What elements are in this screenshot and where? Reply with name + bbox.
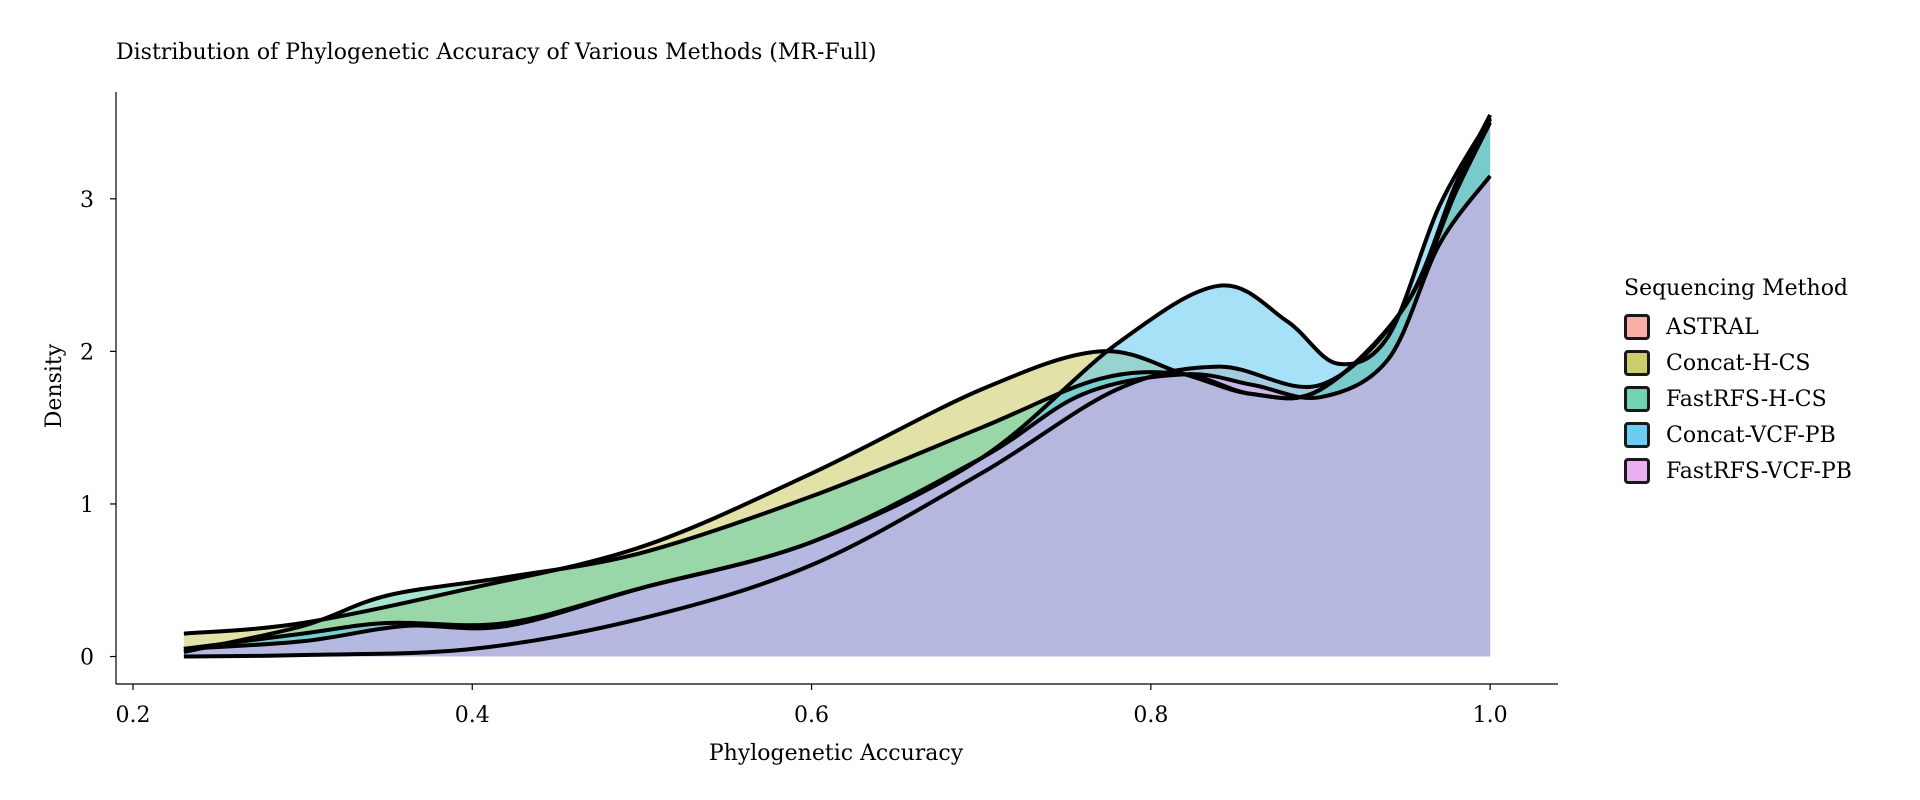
y-tick-label: 3 [80, 188, 94, 213]
legend-items: ASTRAL Concat-H-CS FastRFS-H-CS Concat-VCF-… [1624, 309, 1852, 489]
legend-item: Concat-VCF-PB [1624, 417, 1852, 453]
x-tick-label: 0.2 [115, 703, 150, 728]
legend-swatch [1624, 314, 1650, 340]
series-line-3 [183, 116, 1492, 651]
legend-swatch [1624, 422, 1650, 448]
chart-title: Distribution of Phylogenetic Accuracy of… [116, 40, 877, 65]
legend-label: FastRFS-H-CS [1666, 386, 1827, 412]
legend-item: FastRFS-VCF-PB [1624, 453, 1852, 489]
legend-label: Concat-H-CS [1666, 350, 1811, 376]
y-tick-label: 0 [80, 646, 94, 671]
series-layer [183, 114, 1492, 659]
y-tick-label: 2 [80, 340, 94, 365]
x-tick-label: 0.4 [455, 703, 490, 728]
legend-item: FastRFS-H-CS [1624, 381, 1852, 417]
legend-swatch [1624, 350, 1650, 376]
legend-item: Concat-H-CS [1624, 345, 1852, 381]
legend-label: ASTRAL [1666, 314, 1759, 340]
y-tick-label: 1 [80, 493, 94, 518]
series-line-4 [183, 174, 1492, 651]
x-tick-label: 0.6 [794, 703, 829, 728]
legend-item: ASTRAL [1624, 309, 1852, 345]
axes-layer [115, 92, 1558, 685]
x-tick-label: 0.8 [1133, 703, 1168, 728]
series-line-2 [183, 121, 1492, 654]
legend-label: Concat-VCF-PB [1666, 422, 1836, 448]
y-axis-title: Density [42, 343, 67, 428]
legend-label: FastRFS-VCF-PB [1666, 458, 1852, 484]
legend-swatch [1624, 386, 1650, 412]
x-axis-title: Phylogenetic Accuracy [709, 741, 964, 766]
legend: Sequencing Method ASTRAL Concat-H-CS FastR… [1624, 276, 1852, 489]
legend-swatch [1624, 458, 1650, 484]
legend-title: Sequencing Method [1624, 276, 1849, 301]
x-tick-label: 1.0 [1473, 703, 1508, 728]
tick-layer: 0.2 0.4 0.6 0.8 1.0 0 1 2 3 [80, 188, 1508, 728]
series-area-4 [183, 175, 1491, 657]
